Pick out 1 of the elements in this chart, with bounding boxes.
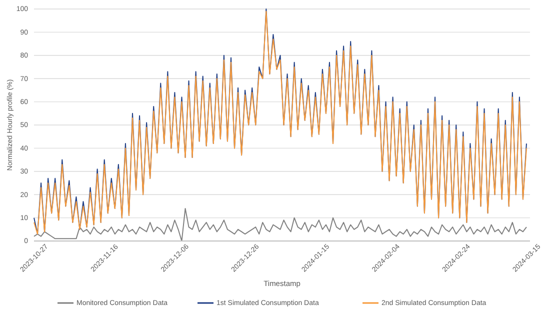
line-series <box>34 208 527 242</box>
